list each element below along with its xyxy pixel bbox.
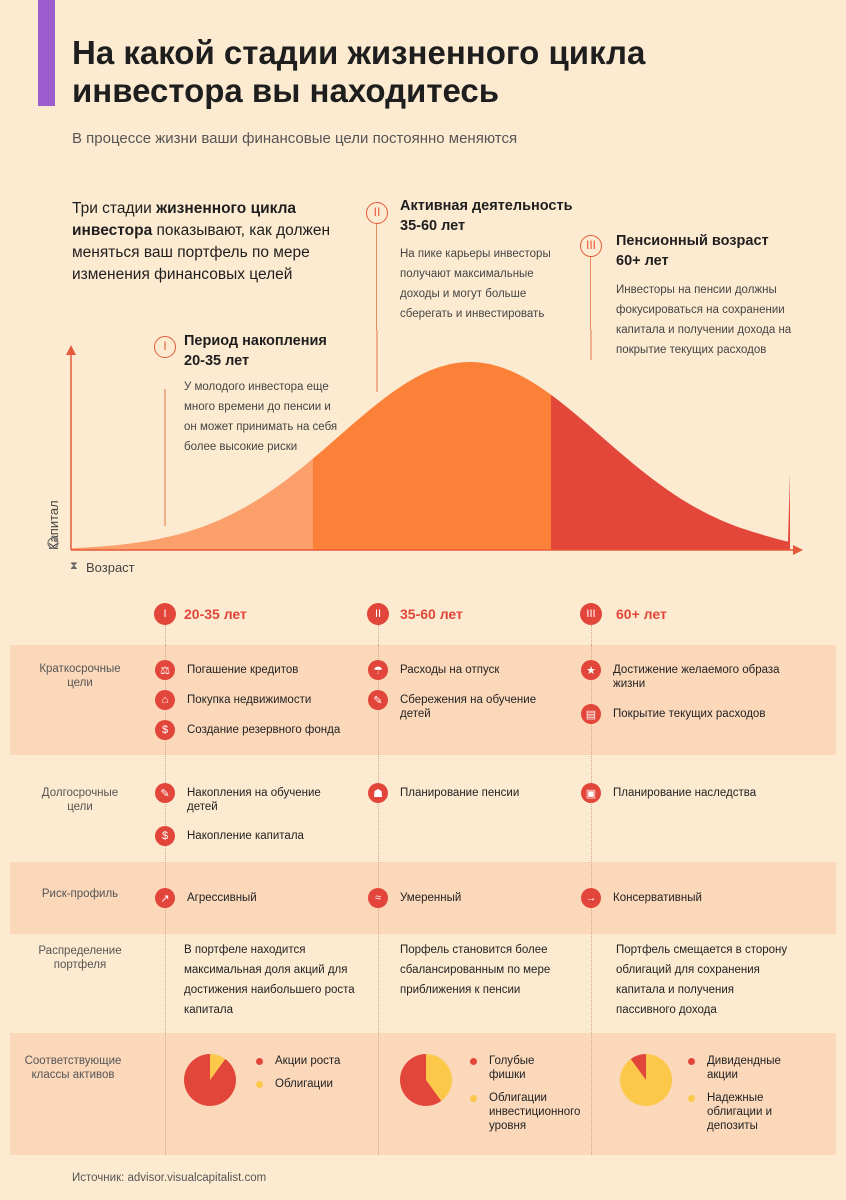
distribution-text: Портфель смещается в сторону облигаций д… [616, 944, 788, 1016]
band-short-goals [10, 645, 836, 755]
pie-slice-bonds [210, 1054, 226, 1080]
money-bag-icon [44, 535, 62, 549]
retirement-icon: ☗ [368, 783, 388, 803]
source-note: Источник: advisor.visualcapitalist.com [72, 1172, 267, 1184]
cash-icon: $ [155, 720, 175, 740]
row-label-assets: Соответствующие классы активов [24, 1055, 122, 1081]
asset-pie-1 [184, 1054, 236, 1106]
intro-text: Три стадии жизненного цикла инвестора по… [72, 200, 331, 283]
moderate-chart-icon: ≈ [368, 888, 388, 908]
band-risk [10, 862, 836, 934]
legend-dot [256, 1081, 263, 1088]
page-subtitle: В процессе жизни ваши финансовые цели по… [72, 130, 518, 147]
legend-dot [688, 1095, 695, 1102]
lifecycle-chart [66, 330, 803, 555]
row-label-short: Краткосрочные цели [39, 663, 121, 689]
education-savings-icon: ✎ [155, 783, 175, 803]
area-segment-2 [313, 362, 551, 550]
row-label-risk: Риск-профиль [41, 888, 119, 900]
short-goal-item: ★ Достижение желаемого образа жизни [581, 660, 796, 691]
legend-dot [470, 1058, 477, 1065]
accent-bar [38, 0, 55, 106]
pie-slice-equity [184, 1054, 236, 1106]
long-goal-item: $ Накопление капитала [155, 826, 345, 846]
legend-dot [470, 1095, 477, 1102]
pie-slice-equity [400, 1054, 442, 1106]
inheritance-icon: ▣ [581, 783, 601, 803]
legend-1: Акции роста Облигации [256, 1054, 366, 1091]
pie-slice-equity [630, 1054, 646, 1080]
x-axis-label: Возраст [86, 560, 135, 575]
column-2-label: 35-60 лет [400, 606, 463, 622]
short-goal-item: $ Создание резервного фонда [155, 720, 355, 740]
long-goal-item: ▣ Планирование наследства [581, 783, 791, 803]
row-label-distribution: Распределение портфеля [38, 945, 122, 971]
legend-3: Дивидендные акции Надежные облигации и д… [688, 1054, 798, 1133]
stage-2-pointer-top [376, 220, 377, 330]
lifestyle-icon: ★ [581, 660, 601, 680]
capital-icon: $ [155, 826, 175, 846]
risk-item: ≈ Умеренный [368, 888, 558, 908]
legend-dot [688, 1058, 695, 1065]
aggressive-chart-icon: ↗ [155, 888, 175, 908]
row-label-long: Долгосрочные цели [41, 787, 119, 813]
stage-3-pointer-top [590, 250, 591, 330]
hourglass-icon: ⧗ [70, 560, 78, 572]
distribution-text: В портфеле находится максимальная доля а… [184, 944, 355, 1016]
asset-pie-2 [400, 1054, 452, 1106]
stage-1-desc: У молодого инвестора еще много времени д… [184, 381, 338, 453]
distribution-text: Порфель становится более сбалансированны… [400, 944, 551, 996]
short-goal-item: ⌂ Покупка недвижимости [155, 690, 355, 710]
column-1-badge: I [154, 603, 176, 625]
x-axis-arrow [793, 545, 803, 555]
loan-icon: ⚖ [155, 660, 175, 680]
area-segment-3 [551, 394, 790, 550]
column-2-badge: II [367, 603, 389, 625]
long-goal-item: ✎ Накопления на обучение детей [155, 783, 345, 814]
legend-2: Голубые фишки Облигации инвестиционного … [470, 1054, 595, 1133]
graduation-icon: ✎ [368, 690, 388, 710]
y-axis-arrow [66, 345, 76, 355]
page-title: На какой стадии жизненного цикла инвесто… [72, 34, 646, 109]
pie-slice-bonds [426, 1054, 452, 1102]
short-goal-item: ⚖ Погашение кредитов [155, 660, 355, 680]
long-goal-item: ☗ Планирование пенсии [368, 783, 558, 803]
column-3-label: 60+ лет [616, 606, 667, 622]
stage-2-title: Активная деятельность 35-60 лет [400, 198, 573, 234]
risk-item: ↗ Агрессивный [155, 888, 345, 908]
asset-pie-3 [620, 1054, 672, 1106]
stage-3-badge: III [580, 235, 602, 257]
legend-dot [256, 1058, 263, 1065]
short-goal-item: ✎ Сбережения на обучение детей [368, 690, 558, 721]
beach-icon: ☂ [368, 660, 388, 680]
short-goal-item: ▤ Покрытие текущих расходов [581, 704, 796, 724]
area-segment-1 [72, 458, 313, 550]
stage-1-title: Период накопления 20-35 лет [184, 333, 327, 369]
stage-2-badge: II [366, 202, 388, 224]
stage-2-desc: На пике карьеры инвесторы получают макси… [400, 248, 551, 320]
wallet-icon: ▤ [581, 704, 601, 724]
stage-3-title: Пенсионный возраст 60+ лет [616, 233, 769, 269]
column-1-label: 20-35 лет [184, 606, 247, 622]
house-icon: ⌂ [155, 690, 175, 710]
column-3-badge: III [580, 603, 602, 625]
risk-item: → Консервативный [581, 888, 771, 908]
stage-1-badge: I [154, 336, 176, 358]
stage-3-desc: Инвесторы на пенсии должны фокусироватьс… [616, 284, 792, 356]
short-goal-item: ☂ Расходы на отпуск [368, 660, 568, 680]
conservative-chart-icon: → [581, 888, 601, 908]
